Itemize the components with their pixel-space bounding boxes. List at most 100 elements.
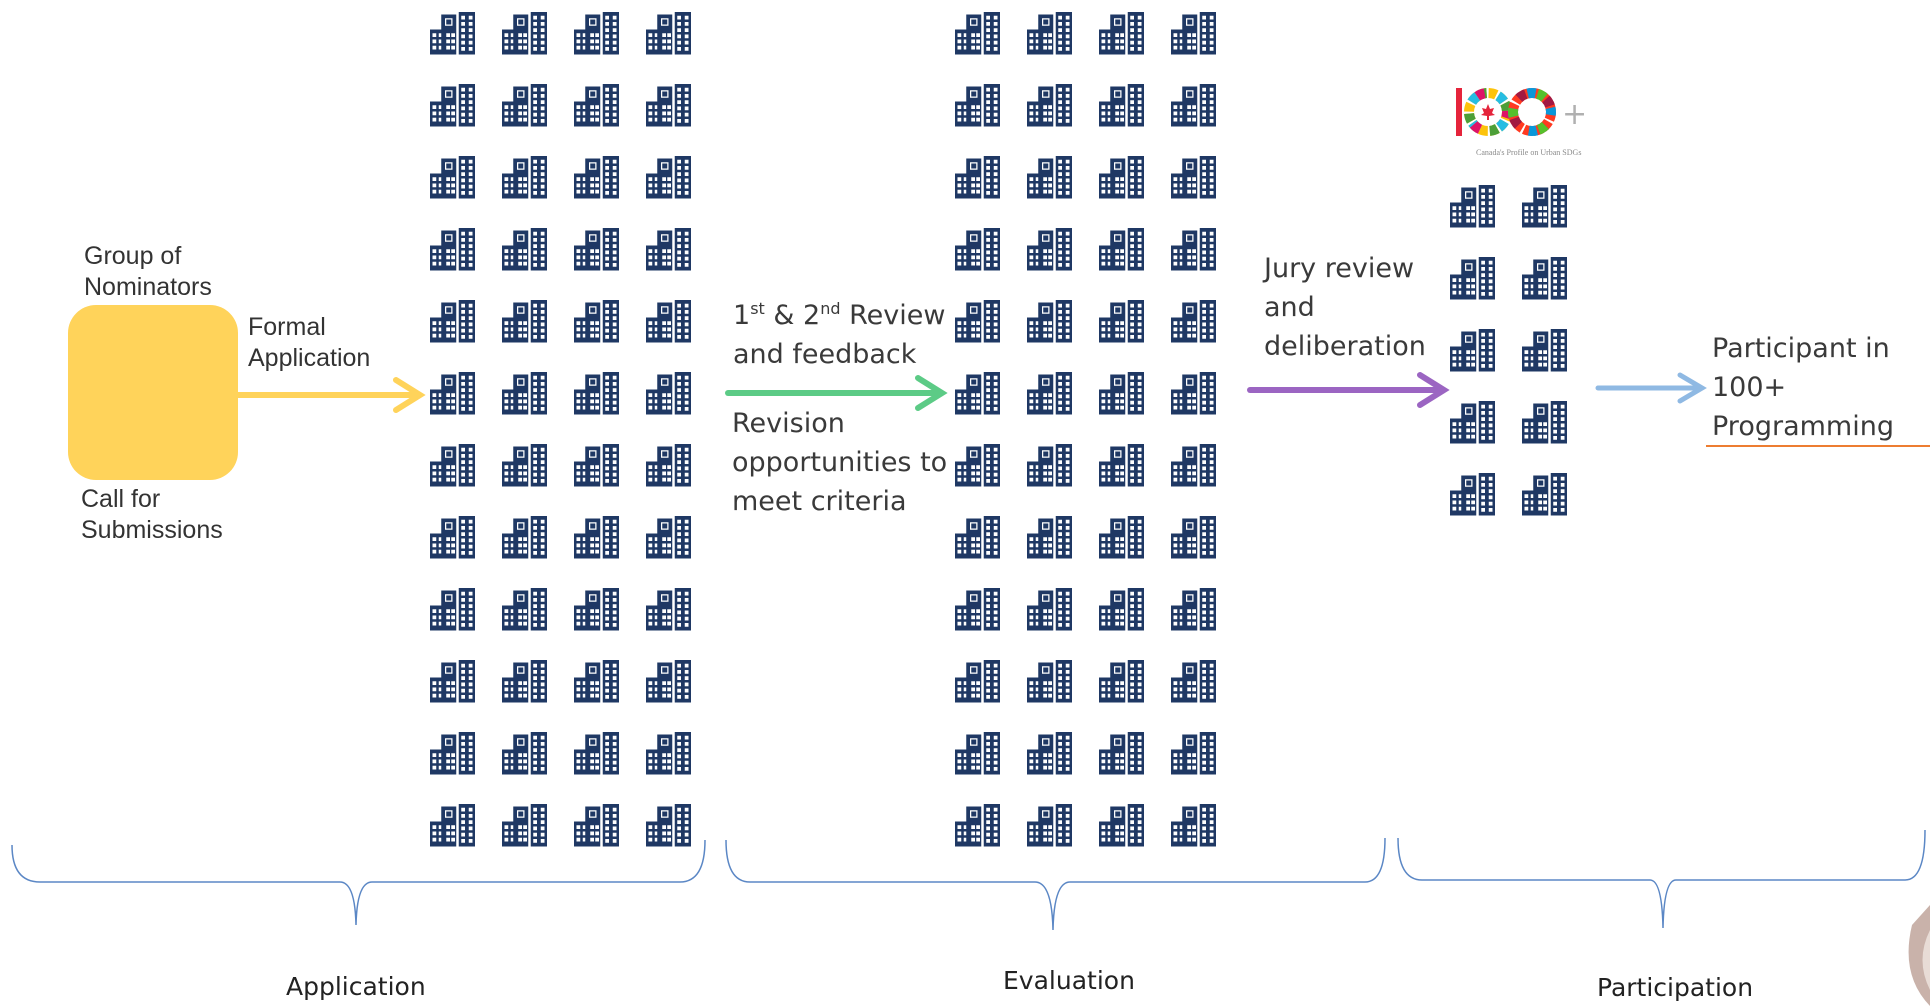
review-arrow <box>725 375 948 411</box>
building-icon <box>574 588 619 631</box>
building-icon <box>502 732 547 775</box>
building-icon <box>1099 372 1144 415</box>
building-icon <box>1027 732 1072 775</box>
building-icon <box>1099 516 1144 559</box>
building-icon <box>1171 444 1216 487</box>
building-icon <box>1099 804 1144 847</box>
building-icon <box>1099 588 1144 631</box>
building-icon <box>1171 12 1216 55</box>
revision-label: Revision opportunities to meet criteria <box>732 408 948 517</box>
building-icon <box>646 732 691 775</box>
building-icon <box>502 156 547 199</box>
sdg-logo-ring-1 <box>1464 88 1512 136</box>
building-icon <box>646 372 691 415</box>
building-icon <box>1171 804 1216 847</box>
building-icon <box>574 444 619 487</box>
building-icon <box>955 156 1000 199</box>
building-icon <box>1099 660 1144 703</box>
building-icon <box>502 588 547 631</box>
building-icon <box>1171 372 1216 415</box>
building-icon <box>1171 588 1216 631</box>
building-icon <box>574 156 619 199</box>
building-icon <box>430 300 475 343</box>
building-icon <box>1171 228 1216 271</box>
sdg-logo-plus: + <box>1562 97 1587 132</box>
sdg-logo-caption: Canada's Profile on Urban SDGs <box>1476 148 1582 157</box>
corner-decoration <box>1908 905 1930 1006</box>
phase-participation: Participation <box>1597 973 1754 1002</box>
building-icon <box>646 84 691 127</box>
building-icon <box>430 732 475 775</box>
building-icon <box>646 588 691 631</box>
building-icon <box>1099 84 1144 127</box>
call-for-submissions-label: Call for Submissions <box>81 485 223 544</box>
building-icon <box>430 444 475 487</box>
building-icon <box>574 372 619 415</box>
building-icon <box>955 732 1000 775</box>
corner-decoration-light <box>1922 930 1930 990</box>
building-icon <box>502 228 547 271</box>
building-icon <box>574 660 619 703</box>
building-icon <box>1171 660 1216 703</box>
building-icon <box>1027 372 1072 415</box>
building-icon <box>1450 329 1495 372</box>
building-icon <box>955 228 1000 271</box>
building-icon <box>1450 257 1495 300</box>
building-icon <box>574 300 619 343</box>
building-icon <box>430 84 475 127</box>
phase-application: Application <box>286 972 426 1001</box>
building-icon <box>502 12 547 55</box>
building-icon <box>1522 473 1567 516</box>
building-icon <box>502 84 547 127</box>
building-icon <box>430 588 475 631</box>
building-icon <box>1027 12 1072 55</box>
building-icon <box>1522 329 1567 372</box>
building-icon <box>1027 804 1072 847</box>
review-label: 1st & 2nd Review and feedback <box>733 299 946 370</box>
building-icon <box>1171 156 1216 199</box>
building-icon <box>430 516 475 559</box>
maple-leaf-icon <box>1481 104 1495 120</box>
building-icon <box>646 12 691 55</box>
building-icon <box>955 588 1000 631</box>
participation-arrow <box>1595 372 1707 404</box>
participant-label: Participant in 100+ Programming <box>1712 333 1894 442</box>
building-icon <box>955 444 1000 487</box>
building-icon <box>1027 588 1072 631</box>
building-icon <box>955 660 1000 703</box>
participation-buildings <box>1450 185 1567 516</box>
building-icon <box>1522 185 1567 228</box>
building-icon <box>955 516 1000 559</box>
building-icon <box>574 228 619 271</box>
building-icon <box>1027 228 1072 271</box>
building-icon <box>955 84 1000 127</box>
building-icon <box>574 732 619 775</box>
building-icon <box>646 156 691 199</box>
sdg-logo-ring-2 <box>1508 88 1556 136</box>
jury-label: Jury review and deliberation <box>1264 253 1426 362</box>
building-icon <box>1027 516 1072 559</box>
phase-evaluation: Evaluation <box>1003 966 1135 995</box>
participation-brace <box>1397 829 1926 929</box>
building-icon <box>430 228 475 271</box>
building-icon <box>574 804 619 847</box>
building-icon <box>430 804 475 847</box>
building-icon <box>646 804 691 847</box>
formal-application-label: Formal Application <box>248 313 371 372</box>
building-icon <box>430 156 475 199</box>
building-icon <box>1522 401 1567 444</box>
building-icon <box>1099 444 1144 487</box>
building-icon <box>574 12 619 55</box>
building-icon <box>646 444 691 487</box>
nominators-box <box>68 305 238 480</box>
building-icon <box>430 12 475 55</box>
building-icon <box>502 372 547 415</box>
building-icon <box>646 516 691 559</box>
building-icon <box>1450 401 1495 444</box>
building-icon <box>1099 156 1144 199</box>
building-icon <box>1171 732 1216 775</box>
sdg-logo-bar <box>1456 88 1462 136</box>
building-icon <box>646 228 691 271</box>
building-icon <box>1450 473 1495 516</box>
